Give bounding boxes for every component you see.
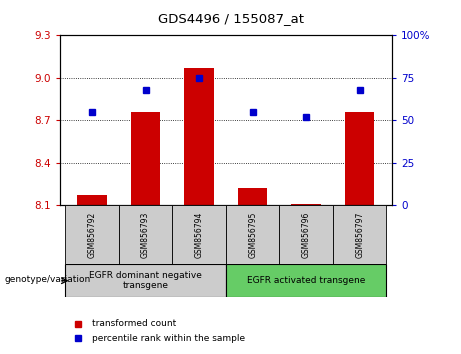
- Bar: [172, 205, 226, 264]
- Bar: [226, 264, 386, 297]
- Bar: [279, 205, 333, 264]
- Bar: [333, 205, 386, 264]
- Text: GSM856794: GSM856794: [195, 211, 204, 258]
- Bar: [291, 204, 321, 205]
- Bar: [226, 205, 279, 264]
- Bar: [77, 195, 107, 205]
- Text: GSM856795: GSM856795: [248, 211, 257, 258]
- Text: GDS4496 / 155087_at: GDS4496 / 155087_at: [158, 12, 303, 25]
- Text: GSM856792: GSM856792: [88, 211, 96, 258]
- Bar: [131, 112, 160, 205]
- Text: percentile rank within the sample: percentile rank within the sample: [92, 333, 245, 343]
- Text: EGFR activated transgene: EGFR activated transgene: [247, 276, 366, 285]
- Text: genotype/variation: genotype/variation: [5, 275, 91, 284]
- Bar: [65, 205, 119, 264]
- Text: transformed count: transformed count: [92, 319, 177, 329]
- Text: GSM856793: GSM856793: [141, 211, 150, 258]
- Bar: [184, 68, 214, 205]
- Text: EGFR dominant negative
transgene: EGFR dominant negative transgene: [89, 271, 202, 290]
- Bar: [238, 188, 267, 205]
- Text: GSM856796: GSM856796: [301, 211, 311, 258]
- Bar: [65, 264, 226, 297]
- Bar: [119, 205, 172, 264]
- Bar: [345, 112, 374, 205]
- Text: GSM856797: GSM856797: [355, 211, 364, 258]
